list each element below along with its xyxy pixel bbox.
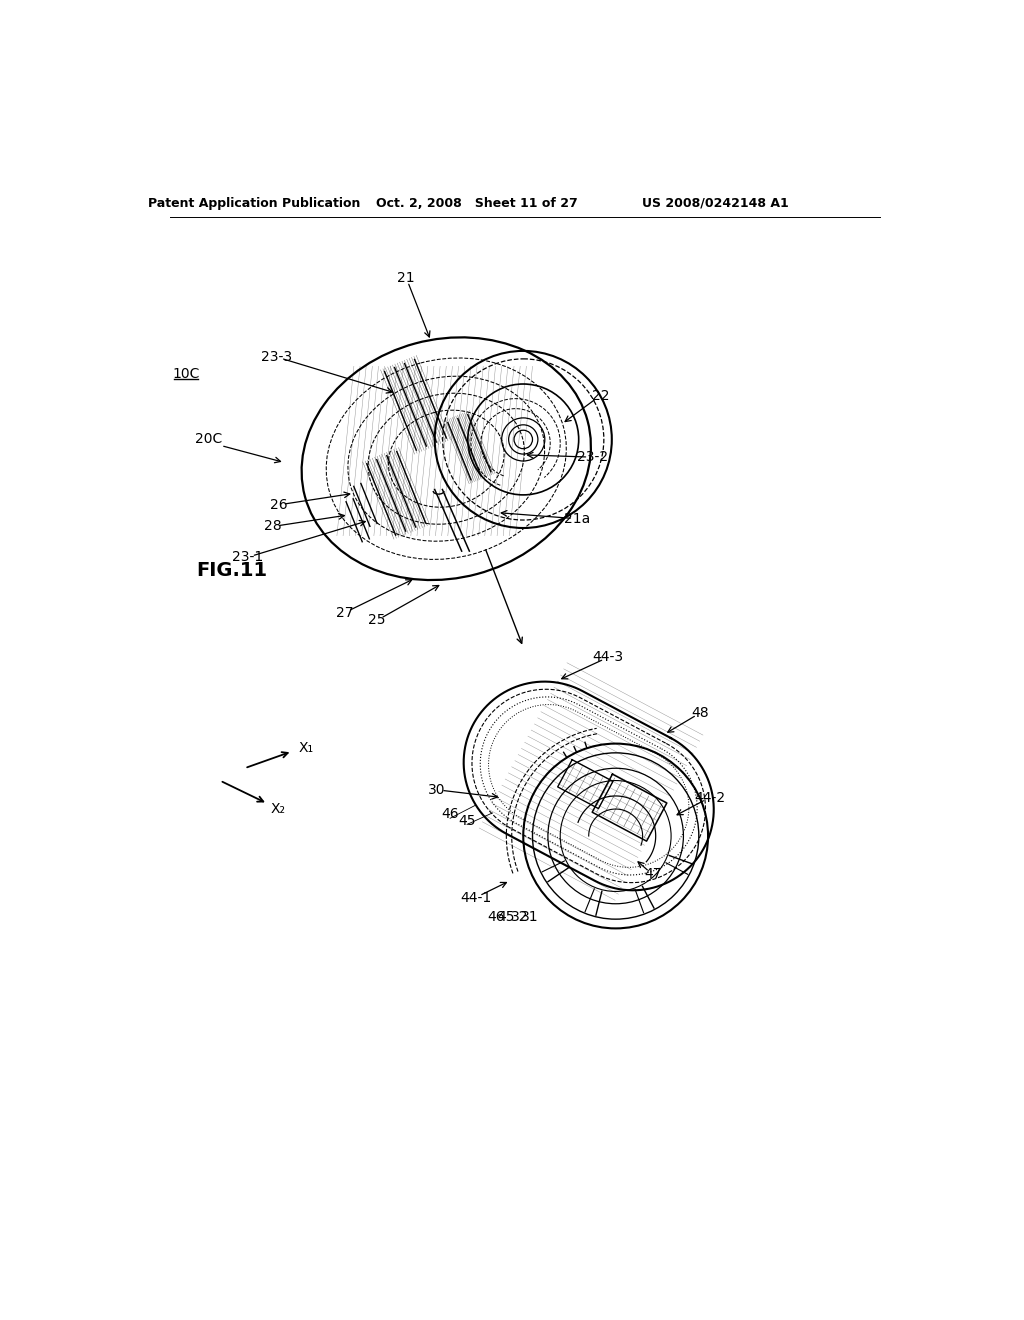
Text: 45: 45 (498, 909, 515, 924)
Text: 32: 32 (511, 909, 528, 924)
Text: 21a: 21a (564, 512, 590, 525)
Text: X₁: X₁ (298, 742, 313, 755)
Text: 26: 26 (269, 498, 287, 512)
Text: 23-1: 23-1 (232, 550, 263, 564)
Text: US 2008/0242148 A1: US 2008/0242148 A1 (642, 197, 790, 210)
Text: 44-2: 44-2 (694, 791, 725, 804)
Text: 44-1: 44-1 (460, 891, 492, 904)
Text: 47: 47 (644, 867, 662, 882)
Text: 22: 22 (592, 388, 609, 403)
Text: 23-3: 23-3 (261, 350, 293, 364)
Text: Patent Application Publication: Patent Application Publication (147, 197, 360, 210)
Text: 44-3: 44-3 (593, 651, 624, 664)
Text: 46: 46 (441, 808, 459, 821)
Text: 45: 45 (459, 813, 476, 828)
Text: 31: 31 (520, 909, 539, 924)
Text: 23-2: 23-2 (577, 450, 608, 465)
Text: 48: 48 (691, 706, 710, 719)
Text: 10C: 10C (172, 367, 200, 381)
Text: 20C: 20C (196, 433, 223, 446)
Text: 30: 30 (428, 783, 445, 797)
Text: FIG.11: FIG.11 (196, 561, 267, 579)
Text: 25: 25 (369, 614, 386, 627)
Text: 28: 28 (264, 520, 282, 533)
Text: 21: 21 (397, 271, 415, 285)
Text: 46: 46 (487, 909, 505, 924)
Text: Oct. 2, 2008   Sheet 11 of 27: Oct. 2, 2008 Sheet 11 of 27 (376, 197, 578, 210)
Text: 27: 27 (336, 606, 353, 619)
Text: X₂: X₂ (270, 803, 286, 816)
